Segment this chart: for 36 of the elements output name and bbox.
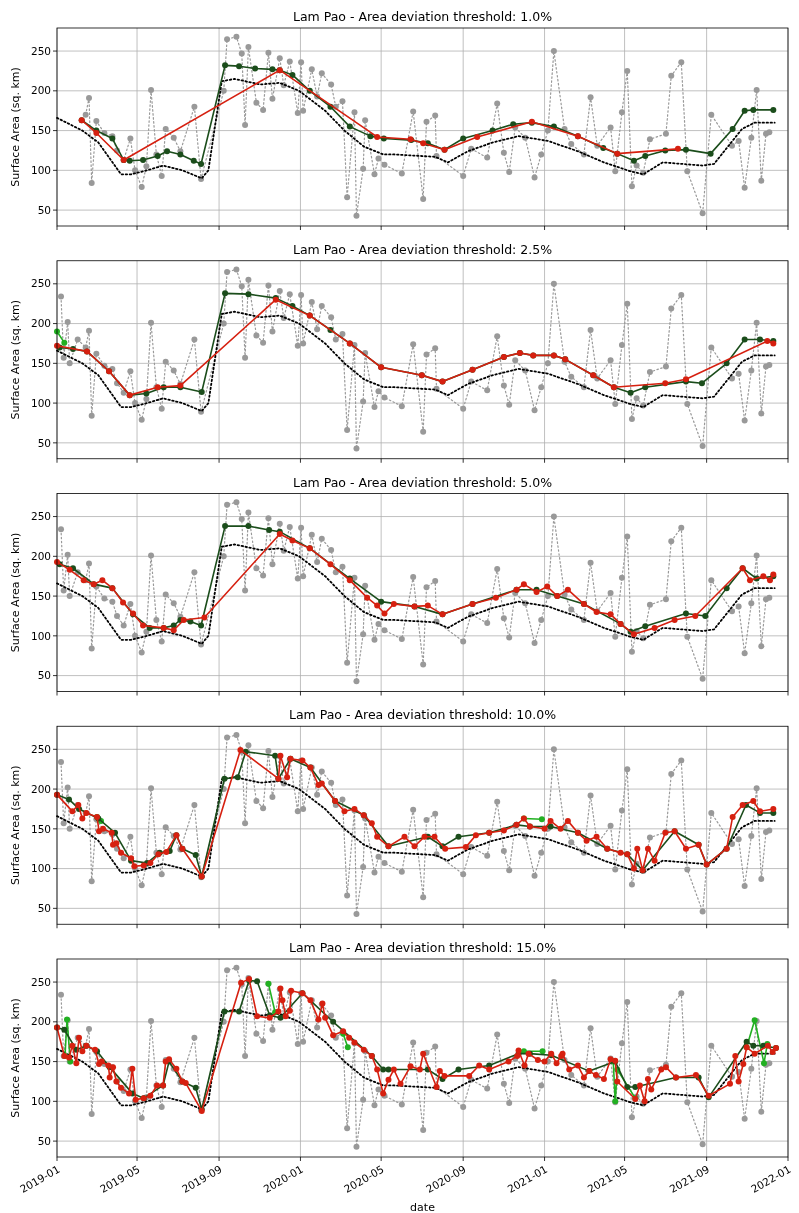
y-tick-label: 150 (30, 357, 51, 369)
chart-title: Lam Pao - Area deviation threshold: 5.0% (292, 474, 553, 490)
y-tick-label: 150 (30, 589, 51, 602)
y-tick-label: 100 (30, 396, 51, 409)
y-axis-title: Surface Area (sq. km) (9, 765, 22, 886)
y-axis-title: Surface Area (sq. km) (9, 299, 22, 420)
y-tick-label: 50 (37, 436, 51, 449)
y-tick-label: 50 (37, 1134, 51, 1147)
y-axis-title: Surface Area (sq. km) (9, 998, 22, 1118)
chart-title: Lam Pao - Area deviation threshold: 1.0% (292, 9, 553, 24)
chart-title: Lam Pao - Area deviation threshold: 15.0% (288, 940, 557, 955)
y-tick-label: 200 (30, 317, 51, 330)
y-tick-label: 200 (30, 1015, 51, 1028)
y-tick-label: 50 (37, 902, 51, 915)
y-tick-label: 100 (30, 629, 51, 642)
y-axis-title: Surface Area (sq. km) (9, 532, 22, 653)
y-tick-label: 250 (30, 975, 51, 988)
y-tick-label: 150 (30, 822, 51, 835)
chart-title: Lam Pao - Area deviation threshold: 2.5% (292, 241, 553, 257)
y-tick-label: 200 (30, 549, 51, 562)
x-axis-title: date (410, 1201, 436, 1213)
y-tick-label: 250 (30, 44, 51, 57)
y-tick-label: 100 (30, 1095, 51, 1108)
y-tick-label: 50 (37, 669, 51, 682)
y-tick-label: 250 (30, 277, 51, 290)
y-axis-title: Surface Area (sq. km) (9, 67, 22, 187)
y-tick-label: 100 (30, 164, 51, 177)
y-tick-label: 250 (30, 742, 51, 755)
y-tick-label: 200 (30, 782, 51, 795)
y-tick-label: 50 (37, 203, 51, 216)
chart-title: Lam Pao - Area deviation threshold: 10.0% (288, 707, 557, 723)
y-tick-label: 150 (30, 124, 51, 137)
y-tick-label: 200 (30, 84, 51, 97)
y-tick-label: 100 (30, 862, 51, 875)
y-tick-label: 250 (30, 510, 51, 523)
y-tick-label: 150 (30, 1055, 51, 1068)
